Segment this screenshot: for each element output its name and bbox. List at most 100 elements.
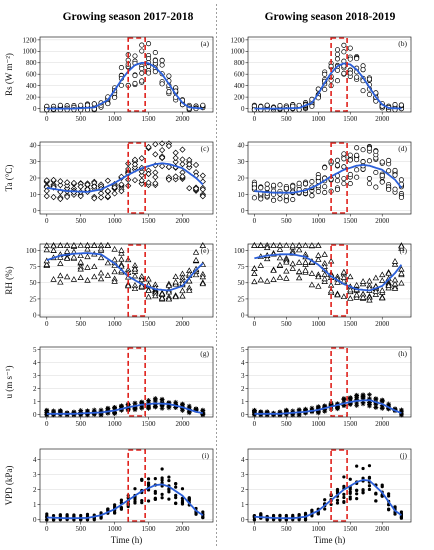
data-point [105, 410, 111, 416]
data-point [283, 198, 289, 204]
data-point [283, 193, 289, 199]
x-tick-label: 2000 [175, 217, 190, 225]
data-point [251, 265, 258, 271]
data-point [180, 401, 185, 407]
panel-frame [247, 346, 412, 418]
data-point [290, 197, 296, 203]
y-tick-label: 5 [33, 346, 37, 354]
data-point [118, 249, 125, 256]
y-tick-label: 0 [241, 516, 245, 524]
mean-curve [46, 61, 203, 110]
data-point [366, 277, 373, 284]
data-point [200, 407, 206, 413]
x-tick-label: 1000 [108, 115, 123, 123]
data-point [91, 195, 98, 202]
data-point [372, 291, 380, 297]
data-point [360, 88, 366, 94]
data-point [334, 186, 341, 193]
y-tick-label: 30 [238, 158, 246, 166]
panel-label: (e) [201, 246, 210, 255]
highlight-box [127, 244, 146, 317]
data-point [309, 405, 315, 411]
data-point [50, 194, 57, 201]
x-tick-label: 2000 [375, 525, 390, 533]
data-point [200, 412, 206, 418]
data-point [386, 157, 392, 163]
data-point [348, 497, 352, 501]
points [252, 464, 404, 522]
highlight-box [330, 142, 348, 214]
data-point [347, 273, 354, 280]
data-point [342, 475, 346, 479]
data-point [140, 477, 144, 482]
highlight-box [127, 449, 146, 522]
data-point [296, 412, 302, 418]
data-point [70, 253, 78, 260]
data-point [348, 477, 352, 481]
data-point [335, 501, 340, 505]
data-point [172, 273, 179, 280]
data-point [91, 263, 98, 270]
data-point [113, 505, 117, 509]
data-point [264, 181, 270, 187]
y-axis-label: Rs (W m⁻²) [4, 53, 14, 96]
data-point [132, 53, 138, 59]
data-point [387, 492, 391, 496]
x-tick-label: 0 [253, 217, 257, 225]
panel-f: 0 500 1000 1500 2000 0 25 50 75 100 (f) [234, 242, 412, 328]
data-point [360, 393, 366, 399]
y-tick-label: 400 [26, 82, 37, 90]
data-point [379, 287, 386, 293]
data-point [270, 267, 277, 273]
data-point [84, 253, 91, 260]
x-tick-label: 0 [253, 420, 257, 428]
data-point [334, 51, 341, 57]
data-point [159, 57, 165, 64]
data-point [174, 496, 178, 500]
data-point [160, 476, 164, 480]
data-point [373, 401, 379, 407]
x-tick-label: 0 [253, 320, 257, 328]
panel-b: 0 500 1000 1500 2000 0 200 400 600 800 1000 1200 (b) [231, 36, 412, 123]
x-tick-label: 1000 [108, 525, 123, 533]
panel-d: 0 500 1000 1500 2000 0 10 20 30 40 (d) [238, 141, 412, 225]
data-point [138, 177, 145, 184]
data-point [159, 400, 165, 406]
data-point [291, 513, 295, 517]
x-axis-label: Time (h) [111, 535, 142, 545]
x-tick-label: 2000 [175, 525, 190, 533]
y-tick-label: 1 [33, 398, 37, 406]
data-point [118, 181, 125, 188]
mean-curve [46, 162, 204, 193]
data-point [367, 484, 372, 488]
data-point [295, 268, 303, 275]
data-point [379, 179, 385, 185]
data-point [167, 478, 171, 483]
data-point [309, 103, 315, 109]
data-point [303, 410, 308, 416]
data-point [379, 402, 385, 408]
data-point [355, 496, 359, 501]
y-tick-label: 800 [26, 59, 37, 67]
data-point [145, 179, 152, 186]
data-point [341, 70, 347, 76]
panel-label: (i) [202, 451, 210, 460]
data-point [84, 242, 91, 248]
data-point [65, 513, 69, 517]
data-point [199, 273, 207, 280]
data-point [251, 412, 257, 418]
data-point [258, 412, 264, 418]
data-point [295, 242, 303, 248]
y-tick-label: 25 [238, 295, 246, 303]
data-point [289, 265, 296, 271]
data-point [354, 403, 360, 408]
data-point [106, 507, 110, 511]
x-tick-label: 1000 [311, 320, 326, 328]
data-point [152, 174, 159, 181]
x-tick-label: 2000 [375, 217, 390, 225]
data-point [139, 42, 145, 48]
data-point [315, 282, 322, 289]
data-point [380, 483, 384, 487]
data-point [251, 242, 258, 248]
panel-h: 0 500 1000 1500 2000 0 1 2 3 4 5 (h) [241, 346, 412, 428]
